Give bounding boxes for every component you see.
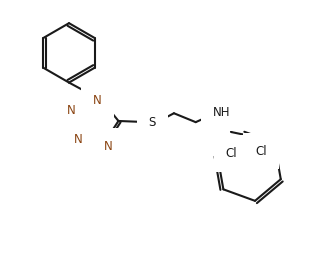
- Text: N: N: [104, 140, 112, 153]
- Text: N: N: [93, 94, 102, 107]
- Text: S: S: [148, 116, 156, 129]
- Text: N: N: [67, 104, 76, 117]
- Text: NH: NH: [213, 106, 230, 119]
- Text: Cl: Cl: [225, 147, 237, 160]
- Text: N: N: [74, 133, 82, 146]
- Text: Cl: Cl: [255, 144, 267, 158]
